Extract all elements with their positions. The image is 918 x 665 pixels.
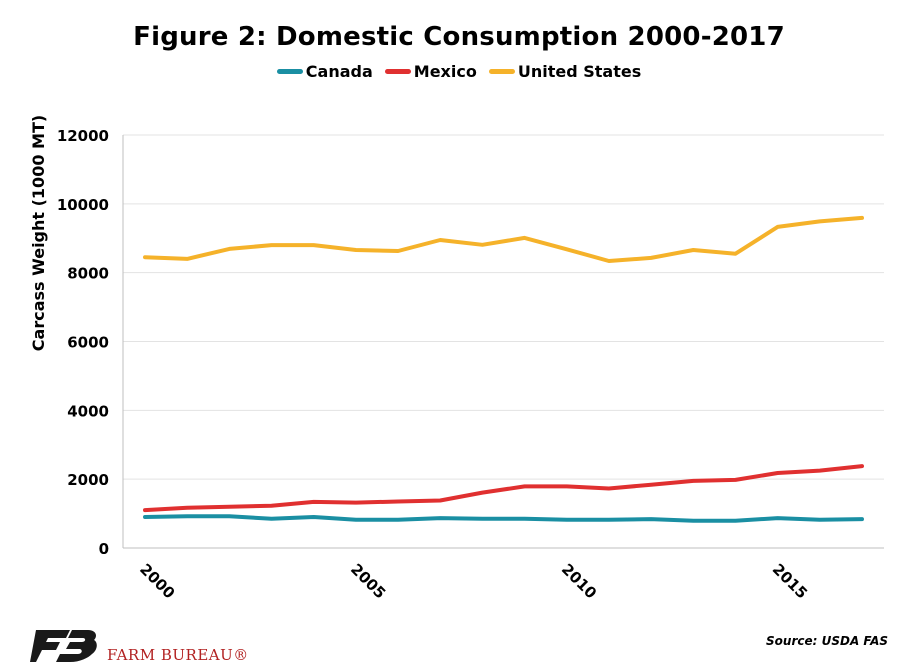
y-tick-labels: 0 2000 4000 6000 8000 10000 12000 xyxy=(57,127,109,558)
legend-label: Mexico xyxy=(413,61,477,81)
legend-label: Canada xyxy=(305,61,373,81)
series-lines xyxy=(143,215,864,523)
y-tick-label: 0 xyxy=(99,540,109,558)
y-axis-label: Carcass Weight (1000 MT) xyxy=(29,115,48,351)
farm-bureau-logo-icon xyxy=(30,630,97,662)
x-tick-label: 2005 xyxy=(347,560,389,602)
legend-swatch xyxy=(384,68,411,74)
legend-label: United States xyxy=(517,61,642,81)
y-tick-label: 2000 xyxy=(67,471,109,489)
y-tick-label: 4000 xyxy=(67,402,109,420)
y-tick-label: 10000 xyxy=(57,196,109,214)
legend-item-canada: Canada xyxy=(276,61,373,81)
y-tick-label: 8000 xyxy=(67,265,109,283)
chart-legend: Canada Mexico United States xyxy=(0,60,918,81)
legend-swatch xyxy=(488,68,515,74)
series-line-mexico xyxy=(143,464,864,513)
axes xyxy=(122,135,884,549)
y-tick-label: 6000 xyxy=(67,334,109,352)
y-tick-label: 12000 xyxy=(57,127,109,145)
x-tick-label: 2010 xyxy=(558,560,600,602)
x-tick-label: 2015 xyxy=(769,560,811,602)
legend-item-mexico: Mexico xyxy=(384,61,477,81)
series-line-canada xyxy=(143,514,864,523)
source-note: Source: USDA FAS xyxy=(766,634,888,648)
x-tick-labels: 2000 2005 2010 2015 xyxy=(136,560,811,602)
chart-title: Figure 2: Domestic Consumption 2000-2017 xyxy=(133,22,785,52)
series-line-united-states xyxy=(143,215,864,263)
farm-bureau-brand: FARM BUREAU® xyxy=(107,646,249,664)
legend-swatch xyxy=(276,68,303,74)
grid-lines xyxy=(123,134,884,480)
x-tick-label: 2000 xyxy=(136,560,178,602)
legend-item-united-states: United States xyxy=(488,61,642,81)
